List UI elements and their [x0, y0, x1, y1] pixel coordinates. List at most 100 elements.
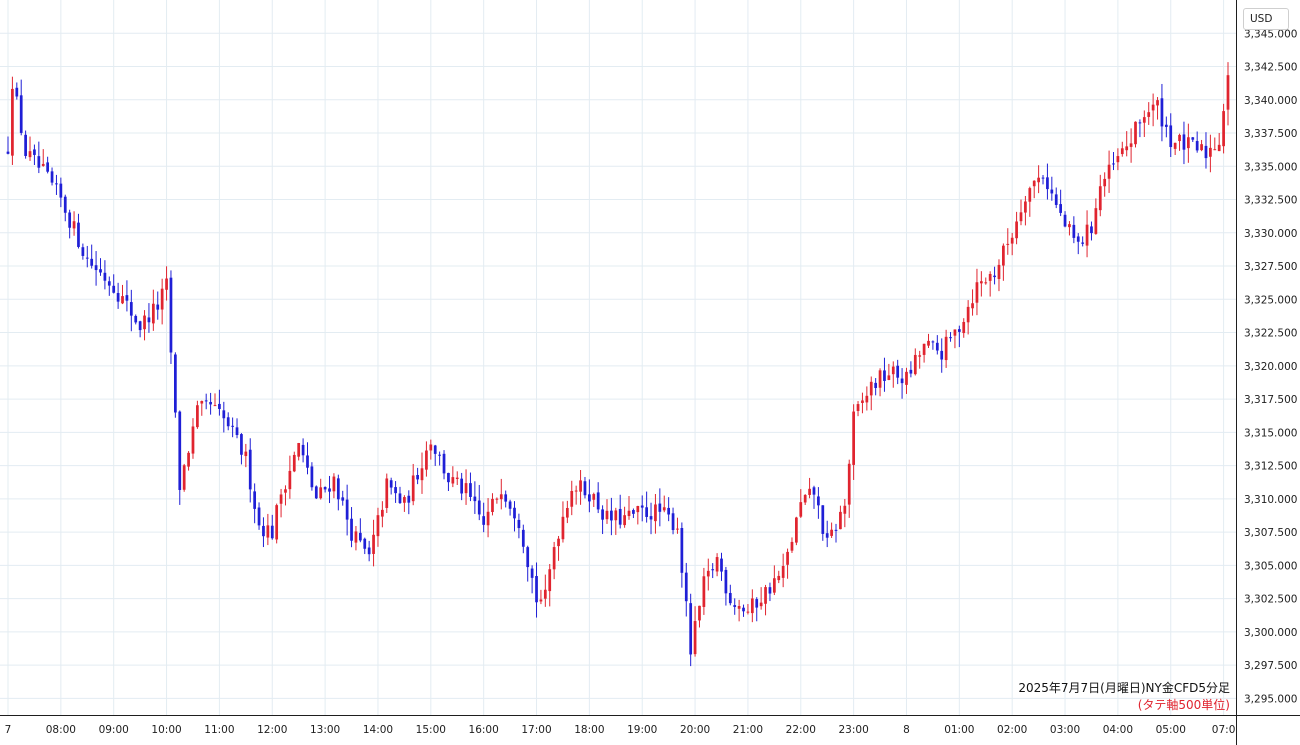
- candle-body: [1134, 121, 1137, 145]
- candle-body: [795, 517, 798, 543]
- candle-body: [900, 378, 904, 384]
- candle-body: [508, 501, 512, 509]
- candle-body: [284, 489, 287, 493]
- candle-body: [667, 507, 671, 515]
- candle-body: [1160, 98, 1164, 127]
- candle-body: [728, 592, 732, 604]
- y-tick-label: 3,337.500: [1244, 128, 1297, 140]
- candle-body: [253, 491, 257, 509]
- candle-body: [636, 506, 640, 513]
- x-tick-label: 20:00: [680, 724, 710, 736]
- candle-body: [363, 538, 367, 549]
- candle-body: [548, 569, 552, 592]
- candle-body: [684, 572, 688, 602]
- candle-body: [1182, 134, 1186, 150]
- chart-caption: 2025年7月7日(月曜日)NY金CFD5分足 (タテ軸500単位): [1018, 680, 1230, 714]
- x-tick-label: 07:0: [1212, 724, 1236, 736]
- candle-body: [90, 258, 94, 266]
- candle-body: [376, 515, 380, 537]
- candle-body: [1024, 201, 1027, 213]
- candle-body: [1068, 224, 1071, 228]
- candle-body: [869, 381, 873, 396]
- candle-body: [1103, 178, 1107, 187]
- candle-body: [116, 292, 120, 302]
- y-tick-label: 3,330.000: [1244, 228, 1297, 240]
- y-tick-label: 3,300.000: [1244, 627, 1297, 639]
- candle-body: [433, 445, 437, 454]
- candle-body: [764, 587, 767, 604]
- candle-body: [927, 340, 930, 346]
- candle-body: [495, 498, 499, 500]
- candle-body: [129, 302, 133, 316]
- candle-body: [394, 487, 397, 494]
- currency-label[interactable]: USD: [1243, 8, 1289, 30]
- candle-body: [336, 478, 340, 500]
- candle-body: [411, 475, 415, 502]
- candle-body: [425, 450, 428, 470]
- candle-body: [1222, 111, 1225, 147]
- candle-body: [46, 162, 50, 172]
- candle-body: [1209, 147, 1212, 157]
- candle-body: [41, 163, 45, 166]
- y-tick-label: 3,325.000: [1244, 294, 1297, 306]
- candle-body: [504, 494, 508, 502]
- candle-body: [345, 499, 349, 520]
- candle-body: [499, 494, 503, 500]
- candle-body: [702, 576, 706, 607]
- candle-body: [319, 487, 323, 499]
- candle-body: [953, 329, 957, 336]
- y-tick-label: 3,297.500: [1244, 660, 1297, 672]
- candle-body: [759, 602, 763, 607]
- candle-body: [169, 277, 173, 353]
- candle-body: [191, 426, 195, 454]
- y-tick-label: 3,332.500: [1244, 195, 1297, 207]
- candle-body: [72, 221, 76, 229]
- candle-body: [301, 444, 305, 456]
- candle-body: [781, 565, 785, 578]
- candle-body: [1010, 237, 1014, 244]
- candle-body: [288, 470, 292, 490]
- candle-body: [1226, 75, 1230, 110]
- candle-body: [1046, 177, 1049, 190]
- candle-body: [896, 365, 900, 378]
- candle-body: [618, 508, 622, 525]
- candle-body: [645, 507, 648, 517]
- candle-body: [808, 488, 811, 495]
- candle-body: [332, 476, 336, 492]
- candle-body: [865, 395, 869, 403]
- candle-body: [1169, 125, 1173, 148]
- candle-body: [1019, 212, 1023, 222]
- x-tick-label: 12:00: [257, 724, 287, 736]
- candle-body: [1147, 112, 1151, 117]
- candle-body: [1142, 117, 1146, 123]
- candle-body: [1081, 242, 1085, 244]
- candle-body: [385, 478, 389, 508]
- candle-body: [1213, 149, 1217, 151]
- x-tick-label: 18:00: [574, 724, 604, 736]
- candle-body: [1173, 142, 1177, 149]
- candle-body: [28, 151, 32, 158]
- candle-body: [1107, 164, 1111, 179]
- candle-body: [610, 510, 613, 521]
- candle-body: [37, 156, 41, 168]
- candle-body: [55, 183, 58, 185]
- x-tick-label: 08:00: [46, 724, 76, 736]
- candle-body: [649, 516, 653, 520]
- candle-body: [1120, 148, 1124, 155]
- candle-body: [570, 490, 574, 507]
- candle-body: [1125, 146, 1129, 151]
- candle-body: [596, 492, 600, 510]
- candle-body: [138, 321, 142, 331]
- candle-body: [755, 599, 759, 608]
- candle-body: [464, 483, 468, 494]
- candle-body: [1098, 186, 1102, 211]
- candle-body: [77, 222, 80, 247]
- candle-body: [1204, 145, 1208, 159]
- candle-body: [949, 337, 952, 339]
- candle-body: [517, 519, 521, 529]
- candle-body: [1041, 177, 1045, 179]
- candle-body: [1138, 122, 1142, 124]
- candle-body: [834, 529, 838, 531]
- candle-body: [367, 547, 371, 555]
- candle-body: [742, 607, 745, 612]
